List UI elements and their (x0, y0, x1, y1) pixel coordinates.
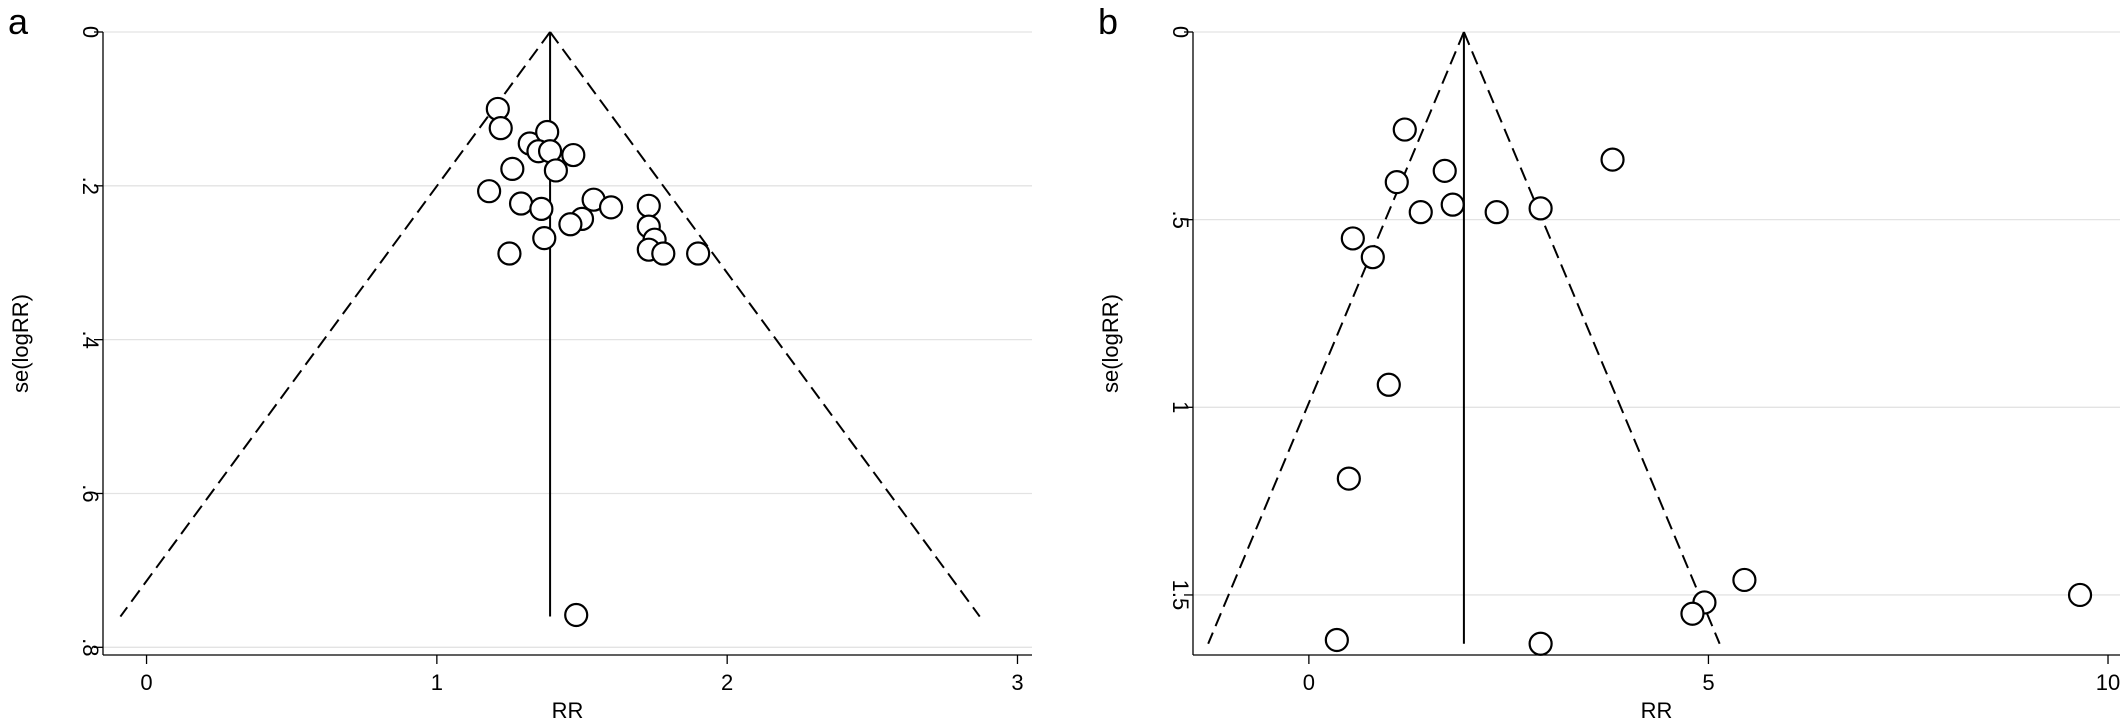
study-point (488, 116, 513, 141)
funnel-plot-a: a 0 .2 .4 .6 .8 0 1 2 3 RR se(logRR) (8, 1, 1032, 723)
x-tick-label: 5 (1702, 670, 1714, 695)
funnel-left-line (119, 31, 551, 618)
y-tick-label: .8 (78, 638, 103, 656)
panel-letter: b (1098, 1, 1118, 42)
study-point (564, 602, 589, 628)
x-tick-label: 0 (140, 670, 152, 695)
study-point (508, 191, 534, 216)
study-point (598, 195, 624, 220)
x-tick-label: 2 (721, 670, 733, 695)
study-point (1484, 200, 1509, 225)
study-point (529, 196, 554, 222)
y-axis-title: se(logRR) (1098, 294, 1123, 393)
x-tick-label: 3 (1011, 670, 1023, 695)
study-point (543, 158, 568, 183)
study-point (1680, 601, 1705, 626)
study-point (561, 142, 586, 168)
study-point (1732, 567, 1757, 593)
study-point (500, 156, 525, 182)
study-point (1440, 192, 1465, 217)
panel-letter: a (8, 1, 29, 42)
study-point (1528, 196, 1553, 221)
study-point (2067, 582, 2093, 608)
x-tick-label: 0 (1303, 670, 1315, 695)
study-point (1408, 200, 1433, 225)
x-axis-title: RR (1641, 698, 1673, 723)
y-tick-label: 1.5 (1168, 580, 1193, 611)
funnel-plot-b: b 0 .5 1 1.5 0 5 10 RR se(logRR) (1098, 1, 2120, 723)
study-point (477, 179, 502, 204)
study-point (532, 226, 557, 251)
y-tick-label: .6 (78, 484, 103, 502)
x-tick-label: 10 (2096, 670, 2120, 695)
study-point (558, 212, 583, 237)
funnel-right-line (1462, 31, 1721, 645)
y-tick-label: 0 (78, 26, 103, 38)
study-point (1336, 466, 1361, 491)
study-point (1340, 226, 1365, 251)
study-point (636, 193, 661, 218)
study-point (1432, 158, 1457, 183)
study-point (1384, 170, 1409, 195)
x-axis-title: RR (552, 698, 584, 723)
study-point (1376, 372, 1401, 397)
funnel-right-line (549, 31, 981, 618)
funnel-left-line (1207, 31, 1465, 645)
y-tick-label: .5 (1168, 210, 1193, 228)
study-point (1324, 627, 1349, 653)
y-tick-label: 1 (1168, 401, 1193, 413)
study-point (1360, 245, 1385, 270)
x-tick-label: 1 (431, 670, 443, 695)
study-point (1392, 117, 1417, 142)
y-tick-label: .2 (78, 177, 103, 195)
study-point (1600, 147, 1625, 172)
y-axis-title: se(logRR) (8, 294, 33, 393)
y-tick-label: 0 (1168, 26, 1193, 38)
study-point (686, 241, 711, 266)
study-point (651, 241, 676, 266)
y-tick-label: .4 (78, 330, 103, 348)
study-point (497, 241, 522, 266)
study-point (1528, 631, 1553, 656)
